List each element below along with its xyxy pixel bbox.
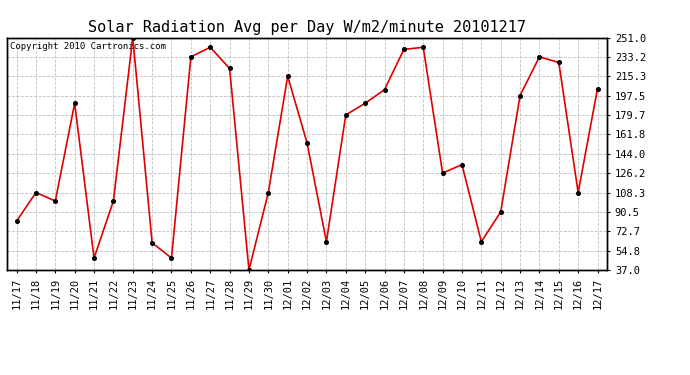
Title: Solar Radiation Avg per Day W/m2/minute 20101217: Solar Radiation Avg per Day W/m2/minute … (88, 20, 526, 35)
Text: Copyright 2010 Cartronics.com: Copyright 2010 Cartronics.com (10, 42, 166, 51)
